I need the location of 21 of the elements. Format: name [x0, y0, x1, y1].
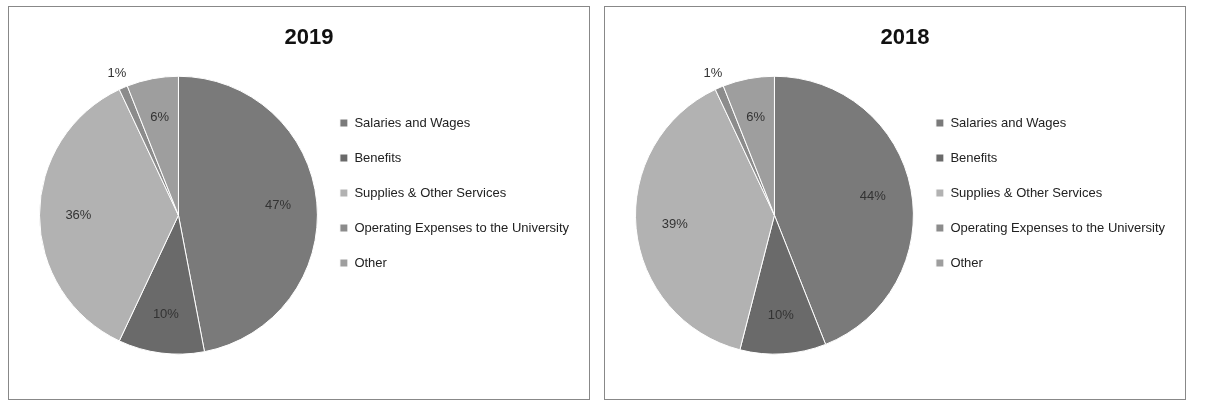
data-label: 47%	[265, 197, 292, 213]
data-label: 36%	[65, 206, 92, 222]
legend-label: Benefits	[354, 149, 402, 165]
data-label: 1%	[703, 64, 723, 80]
legend-label: Operating Expenses to the University	[950, 219, 1166, 235]
legend-label: Operating Expenses to the University	[354, 219, 570, 235]
chart-title: 2018	[880, 24, 930, 50]
data-label: 39%	[661, 216, 689, 232]
data-label: 6%	[746, 108, 766, 124]
legend-label: Benefits	[950, 149, 998, 165]
data-label: 44%	[859, 188, 887, 204]
legend-label: Other	[950, 254, 984, 270]
legend-label: Supplies & Other Services	[950, 184, 1103, 200]
legend-label: Other	[354, 254, 388, 270]
data-label: 1%	[107, 64, 127, 80]
data-label: 6%	[150, 108, 170, 124]
legend-label: Salaries and Wages	[950, 114, 1067, 130]
legend-label: Salaries and Wages	[354, 114, 471, 130]
data-label: 10%	[767, 306, 795, 322]
chart-title: 2019	[284, 24, 334, 50]
legend-label: Supplies & Other Services	[354, 184, 507, 200]
